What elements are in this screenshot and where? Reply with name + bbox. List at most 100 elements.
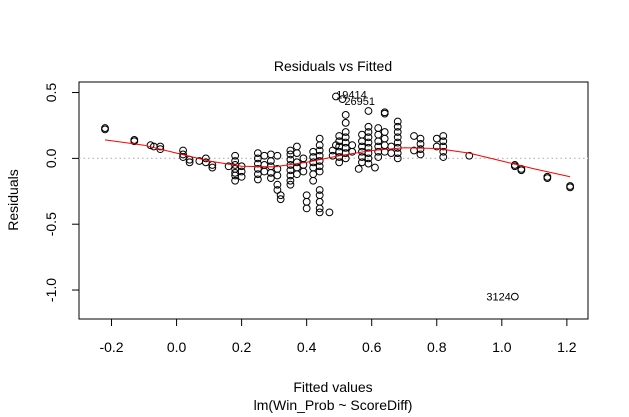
data-point	[332, 92, 340, 101]
data-point	[293, 170, 301, 179]
data-point	[374, 130, 383, 139]
plot-frame	[78, 81, 589, 320]
data-point	[439, 153, 448, 161]
data-point	[364, 154, 373, 163]
x-tick-label: 1.2	[557, 339, 577, 355]
x-axis-label: Fitted values	[293, 379, 372, 395]
data-point	[266, 162, 275, 171]
data-point	[341, 111, 350, 119]
data-point	[364, 138, 373, 147]
data-point	[179, 153, 187, 161]
data-point	[410, 132, 418, 140]
data-point	[393, 128, 402, 136]
data-point	[315, 208, 324, 217]
data-point	[416, 139, 425, 148]
data-point	[231, 151, 240, 160]
model-formula-subtitle: lm(Win_Prob ~ ScoreDiff)	[254, 397, 413, 413]
y-axis-label: Residuals	[5, 169, 21, 230]
data-point	[348, 147, 357, 156]
data-point	[393, 149, 402, 158]
y-tick-label: -1.0	[43, 278, 59, 302]
data-point	[231, 157, 240, 165]
data-point	[293, 149, 301, 158]
data-point	[348, 141, 357, 150]
data-point	[416, 150, 425, 159]
data-point	[341, 138, 350, 147]
data-point	[253, 165, 262, 173]
data-point	[393, 138, 402, 147]
data-point	[315, 141, 324, 150]
x-tick-label: -0.2	[99, 339, 123, 355]
x-tick-label: 0.8	[427, 339, 447, 355]
data-point	[231, 165, 240, 173]
data-point	[341, 128, 350, 136]
data-point	[237, 167, 246, 176]
x-tick-label: 0.0	[167, 339, 187, 355]
data-point	[201, 154, 210, 163]
data-point	[358, 158, 366, 167]
data-point	[364, 149, 373, 158]
data-point	[510, 292, 519, 301]
data-point	[393, 117, 402, 126]
data-point	[286, 180, 295, 189]
data-point	[253, 149, 262, 158]
data-point	[130, 136, 139, 144]
data-point	[315, 191, 324, 200]
data-point	[543, 174, 552, 183]
data-point	[309, 163, 318, 172]
data-point	[302, 204, 311, 213]
data-point	[273, 171, 282, 180]
chart-title: Residuals vs Fitted	[274, 58, 392, 74]
data-point	[364, 128, 373, 136]
data-point	[364, 107, 373, 115]
data-point	[299, 167, 308, 176]
data-point	[293, 163, 301, 172]
data-point	[156, 142, 165, 151]
smooth-line	[104, 139, 571, 178]
data-point	[393, 154, 402, 163]
data-point	[416, 134, 425, 143]
data-point	[439, 147, 448, 156]
data-point	[315, 197, 324, 206]
outlier-label: 26951	[344, 96, 375, 108]
data-point	[237, 172, 246, 181]
data-point	[315, 204, 324, 213]
data-point	[358, 130, 366, 139]
outlier-label: 3124	[486, 292, 510, 304]
plot-area: -0.2 0.0 0.2 0.4 0.6 0.8 1.0 1.2 -1.0 -0.5 0.0 0.5 1…	[43, 81, 589, 355]
data-point	[380, 109, 389, 118]
data-point	[341, 133, 350, 142]
data-point	[253, 154, 262, 163]
data-point	[465, 151, 474, 160]
data-point	[260, 161, 269, 169]
data-point	[208, 163, 217, 172]
data-point	[364, 133, 373, 142]
data-point	[341, 143, 350, 152]
data-point	[374, 153, 383, 161]
data-point	[315, 146, 324, 155]
x-tick-label: 1.0	[492, 339, 512, 355]
data-point	[432, 134, 441, 143]
x-tick-label: 0.2	[232, 339, 252, 355]
data-point	[517, 166, 526, 175]
data-point	[299, 154, 308, 163]
data-point	[273, 180, 282, 189]
data-point	[416, 145, 425, 154]
data-point	[185, 158, 194, 167]
data-point	[364, 122, 373, 131]
data-point	[439, 132, 448, 140]
data-point	[354, 165, 363, 173]
data-point	[315, 162, 324, 171]
data-point	[273, 151, 282, 160]
data-point	[253, 170, 262, 179]
data-point	[393, 122, 402, 131]
data-point	[293, 158, 301, 167]
y-tick-label: -0.5	[43, 212, 59, 236]
y-tick-label: 0.0	[43, 148, 59, 168]
data-point	[309, 176, 318, 185]
data-point	[380, 141, 389, 150]
data-point	[302, 197, 311, 206]
data-point	[293, 142, 301, 151]
data-point	[101, 124, 109, 132]
